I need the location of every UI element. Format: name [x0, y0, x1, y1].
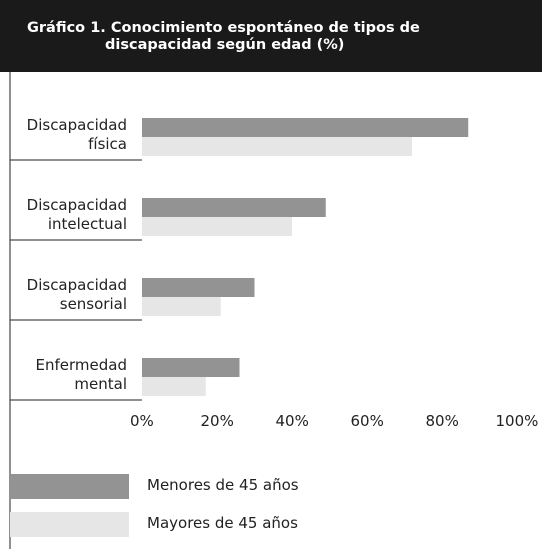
x-tick-label: 60%	[350, 412, 384, 430]
legend-swatch	[10, 474, 129, 499]
category-label: Discapacidad sensorial	[26, 276, 127, 313]
legend-swatch	[10, 512, 129, 537]
x-tick-label: 0%	[130, 412, 154, 430]
bar	[142, 278, 255, 297]
bar	[142, 377, 206, 396]
bar	[142, 137, 412, 156]
x-tick-label: 100%	[495, 412, 539, 430]
category-label: Discapacidad intelectual	[26, 196, 127, 233]
bar	[142, 358, 240, 377]
chart-title: Gráfico 1. Conocimiento espontáneo de ti…	[27, 20, 420, 53]
legend-label: Menores de 45 años	[147, 476, 299, 494]
bar	[142, 217, 292, 236]
x-tick-label: 80%	[425, 412, 459, 430]
bar	[142, 297, 221, 316]
x-tick-label: 20%	[200, 412, 234, 430]
x-tick-label: 40%	[275, 412, 309, 430]
legend-label: Mayores de 45 años	[147, 514, 298, 532]
bar	[142, 198, 326, 217]
bar	[142, 118, 469, 137]
category-label: Enfermedad mental	[35, 356, 127, 393]
header	[0, 0, 542, 72]
category-label: Discapacidad física	[26, 116, 127, 153]
